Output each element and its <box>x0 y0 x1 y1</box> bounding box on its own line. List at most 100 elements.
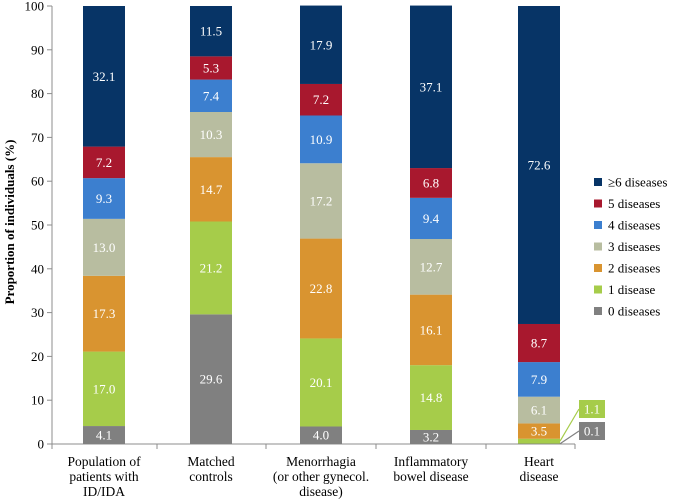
data-label: 72.6 <box>528 157 551 172</box>
bars <box>83 5 560 444</box>
bar-segment <box>518 6 560 324</box>
data-label: 10.9 <box>310 132 333 147</box>
x-tick-label-line: disease) <box>299 484 342 499</box>
data-label: 8.7 <box>531 336 548 351</box>
legend-swatch <box>594 178 602 186</box>
bar-segment <box>190 79 232 112</box>
bar-segment <box>300 426 342 444</box>
bar-segment <box>190 157 232 222</box>
data-label: 4.0 <box>313 428 329 443</box>
x-tick-label: Population of patients with ID/IDA <box>67 454 141 499</box>
bar-segment <box>300 115 342 164</box>
x-tick-label-line: bowel disease <box>393 469 468 484</box>
bar-segment <box>190 314 232 444</box>
legend-label: 5 diseases <box>608 196 660 211</box>
legend-label: 0 diseases <box>608 304 660 319</box>
data-label: 12.7 <box>420 259 443 274</box>
x-tick-label-line: ID/IDA <box>83 484 125 499</box>
legend-swatch <box>594 264 602 272</box>
bar-segment <box>518 362 560 397</box>
data-label: 7.9 <box>531 372 547 387</box>
bar-segment <box>410 429 452 444</box>
x-tick-label: Matched controls <box>187 454 234 484</box>
legend-swatch <box>594 199 602 208</box>
bar-segment <box>300 338 342 427</box>
bar-segment <box>300 238 342 339</box>
bar-segment <box>518 396 560 424</box>
data-label: 17.3 <box>93 306 116 321</box>
legend-label: 3 diseases <box>608 239 660 254</box>
x-tick-label: Menorrhagia (or other gynecol. disease) <box>273 454 369 499</box>
data-label: 32.1 <box>93 69 116 84</box>
legend-swatch <box>594 285 602 294</box>
data-label: 14.7 <box>200 182 223 197</box>
callout-box <box>579 422 605 440</box>
bar-segment <box>518 438 560 444</box>
y-tick-label: 30 <box>31 305 44 320</box>
callout-label: 0.1 <box>584 424 600 439</box>
y-tick-label: 100 <box>25 0 45 14</box>
data-label: 21.2 <box>200 260 223 275</box>
bar-segment <box>518 323 560 363</box>
bar-segment <box>518 423 560 439</box>
x-tick-label-line: controls <box>189 469 233 484</box>
x-tick-label-line: Menorrhagia <box>286 454 356 469</box>
bar-segment <box>190 56 232 80</box>
bar-segment <box>190 111 232 158</box>
data-label: 20.1 <box>310 375 333 390</box>
legend-swatch <box>594 307 602 315</box>
data-label: 4.1 <box>96 428 112 443</box>
legend-label: 1 disease <box>608 282 656 297</box>
data-label: 6.8 <box>423 175 439 190</box>
axes: 0 10 20 30 40 50 60 70 80 90 100 <box>25 0 576 452</box>
data-label: 37.1 <box>420 79 443 94</box>
callouts: 0.11.1 <box>559 400 605 445</box>
bar-segment <box>190 221 232 315</box>
data-label: 9.4 <box>423 211 440 226</box>
data-label: 14.8 <box>420 390 443 405</box>
data-label: 16.1 <box>420 322 443 337</box>
data-label: 7.4 <box>203 88 220 103</box>
data-label: 7.2 <box>313 92 329 107</box>
bar-segment <box>300 163 342 239</box>
bar-segment <box>410 239 452 295</box>
bar-segment <box>300 83 342 116</box>
bar-segment <box>190 6 232 57</box>
y-tick-label: 70 <box>31 130 44 145</box>
bar-segment <box>83 218 125 276</box>
data-label: 29.6 <box>200 372 223 387</box>
data-label: 10.3 <box>200 127 223 142</box>
bar-segment <box>410 168 452 198</box>
x-tick-label-line: Matched <box>187 454 234 469</box>
data-label: 13.0 <box>93 240 116 255</box>
bar-segment <box>410 365 452 430</box>
bar-segment <box>83 351 125 427</box>
callout-label: 1.1 <box>584 402 600 417</box>
callout-box <box>579 400 605 418</box>
data-label: 5.3 <box>203 60 219 75</box>
data-label: 17.0 <box>93 381 116 396</box>
x-tick-label-line: Heart <box>524 454 554 469</box>
x-tick-label-line: disease <box>520 469 559 484</box>
data-label: 3.5 <box>531 424 547 439</box>
legend-label: 4 diseases <box>608 218 660 233</box>
y-tick-label: 20 <box>31 349 44 364</box>
bar-segment <box>83 426 125 444</box>
x-tick-labels: Population of patients with ID/IDA Matched c… <box>67 454 558 499</box>
bar-segment <box>83 146 125 179</box>
legend-swatch <box>594 242 602 251</box>
y-tick-label: 40 <box>31 261 44 276</box>
y-tick-label: 50 <box>31 218 44 233</box>
y-axis-label: Proportion of individuals (%) <box>2 140 17 305</box>
bar-segment <box>410 294 452 366</box>
x-tick-label-line: patients with <box>69 469 139 484</box>
data-label: 17.2 <box>310 193 333 208</box>
y-tick-label: 80 <box>31 86 44 101</box>
x-tick-label-line: (or other gynecol. <box>273 469 369 484</box>
bar-segment <box>300 5 342 84</box>
legend-swatch <box>594 221 602 229</box>
x-tick-label-line: Population of <box>67 454 141 469</box>
y-tick-label: 90 <box>31 42 44 57</box>
x-tick-label: Inflammatory bowel disease <box>393 454 468 484</box>
